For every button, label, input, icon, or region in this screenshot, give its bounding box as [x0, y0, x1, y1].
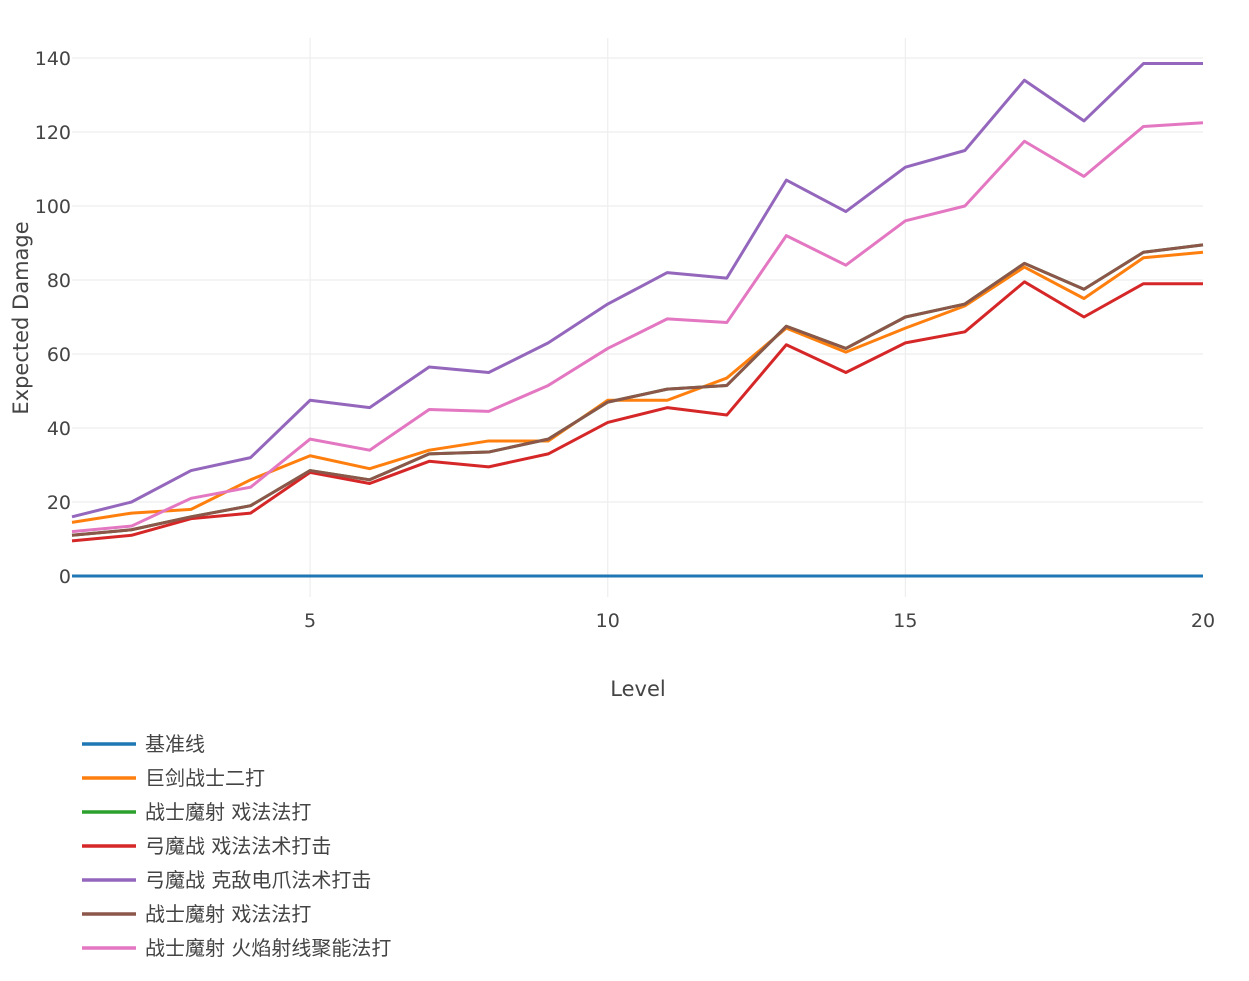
x-tick-label: 5	[304, 610, 316, 632]
y-tick-label: 0	[59, 566, 71, 588]
legend-label: 战士魔射 戏法法打	[145, 800, 311, 824]
x-tick-labels: 5 10 15 20	[304, 610, 1215, 632]
legend-label: 战士魔射 火焰射线聚能法打	[145, 936, 391, 960]
legend-item-3[interactable]: 弓魔战 戏法法术打击	[82, 834, 331, 858]
legend-item-1[interactable]: 巨剑战士二打	[82, 766, 265, 790]
y-axis-title: Expected Damage	[9, 221, 33, 414]
legend-item-0[interactable]: 基准线	[82, 732, 205, 756]
series-line-1	[71, 250, 1204, 524]
x-axis-title: Level	[610, 677, 665, 701]
y-tick-label: 20	[47, 492, 71, 514]
y-tick-label: 140	[35, 48, 71, 70]
y-tick-label: 100	[35, 196, 71, 218]
x-tick-label: 10	[596, 610, 620, 632]
legend-label: 基准线	[145, 732, 205, 756]
legend-label: 战士魔射 戏法法打	[145, 902, 311, 926]
y-tick-labels: 0 20 40 60 80 100 120 140	[35, 48, 71, 588]
legend-item-6[interactable]: 战士魔射 火焰射线聚能法打	[82, 936, 391, 960]
y-tick-label: 40	[47, 418, 71, 440]
legend-item-5[interactable]: 战士魔射 戏法法打	[82, 902, 311, 926]
series-lines	[71, 62, 1204, 578]
x-tick-label: 15	[893, 610, 917, 632]
series-line-4	[71, 62, 1203, 519]
y-tick-label: 120	[35, 122, 71, 144]
legend-label: 弓魔战 克敌电爪法术打击	[145, 868, 371, 892]
legend-item-4[interactable]: 弓魔战 克敌电爪法术打击	[82, 868, 371, 892]
y-tick-label: 80	[47, 270, 71, 292]
legend-label: 巨剑战士二打	[145, 766, 265, 790]
series-line-6	[71, 121, 1204, 534]
series-line-3	[71, 280, 1203, 543]
y-tick-label: 60	[47, 344, 71, 366]
legend-label: 弓魔战 戏法法术打击	[145, 834, 331, 858]
legend-item-2[interactable]: 战士魔射 戏法法打	[82, 800, 311, 824]
x-tick-label: 20	[1191, 610, 1215, 632]
series-line-5	[71, 243, 1204, 537]
grid-lines	[72, 38, 1203, 597]
